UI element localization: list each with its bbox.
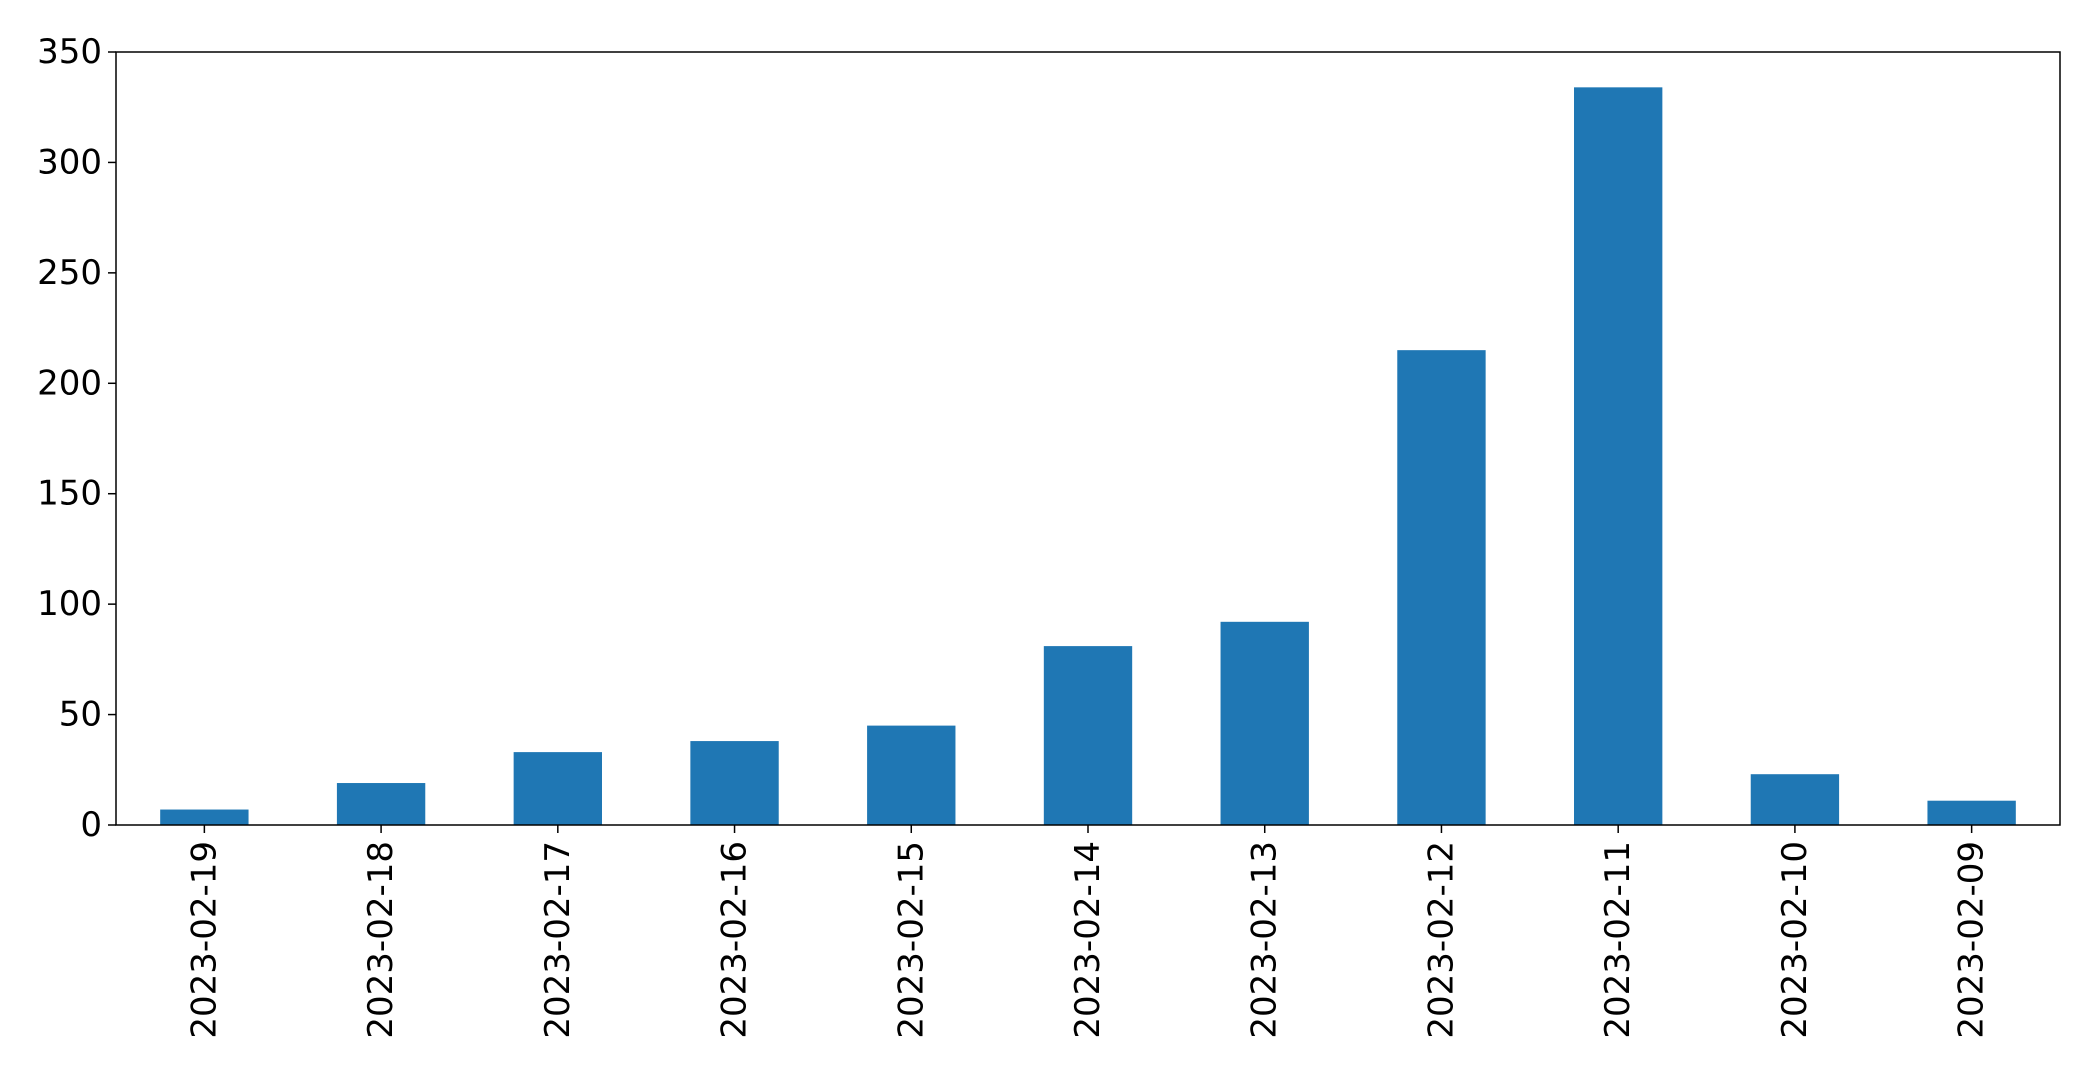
y-axis: 0 50 100 150 200 250 300 350 (37, 32, 116, 845)
x-axis: 2023-02-19 2023-02-18 2023-02-17 2023-02-16… (184, 825, 1992, 1039)
x-tick-label: 2023-02-10 (1775, 841, 1815, 1039)
bars-group (160, 87, 2016, 825)
x-tick-label: 2023-02-18 (361, 841, 401, 1039)
y-tick-label: 300 (37, 142, 102, 182)
y-tick-label: 350 (37, 32, 102, 72)
x-tick-label: 2023-02-17 (538, 841, 578, 1039)
x-tick-label: 2023-02-09 (1952, 841, 1992, 1039)
y-tick-label: 0 (80, 805, 102, 845)
x-tick-label: 2023-02-14 (1068, 841, 1108, 1039)
y-tick-label: 50 (59, 695, 102, 735)
bar-2023-02-14 (1043, 646, 1133, 825)
x-tick-label: 2023-02-11 (1598, 841, 1638, 1039)
bar-2023-02-13 (1220, 621, 1309, 825)
x-tick-label: 2023-02-12 (1421, 841, 1461, 1039)
plot-frame (115, 51, 2061, 826)
bar-2023-02-16 (690, 741, 779, 825)
bar-2023-02-12 (1397, 350, 1486, 825)
y-tick-label: 100 (37, 584, 102, 624)
x-tick-label: 2023-02-15 (891, 841, 931, 1039)
bar-2023-02-17 (513, 752, 602, 825)
bar-2023-02-11 (1574, 87, 1663, 825)
x-tick-label: 2023-02-13 (1245, 841, 1285, 1039)
bar-2023-02-10 (1750, 774, 1840, 825)
x-tick-label: 2023-02-19 (184, 841, 224, 1039)
bar-2023-02-15 (867, 725, 956, 825)
y-tick-label: 150 (37, 474, 102, 514)
x-tick-label: 2023-02-16 (715, 841, 755, 1039)
bar-2023-02-19 (160, 809, 249, 825)
bar-2023-02-09 (1927, 800, 2016, 825)
y-tick-label: 200 (37, 363, 102, 403)
y-tick-label: 250 (37, 253, 102, 293)
bar-2023-02-18 (336, 783, 426, 825)
